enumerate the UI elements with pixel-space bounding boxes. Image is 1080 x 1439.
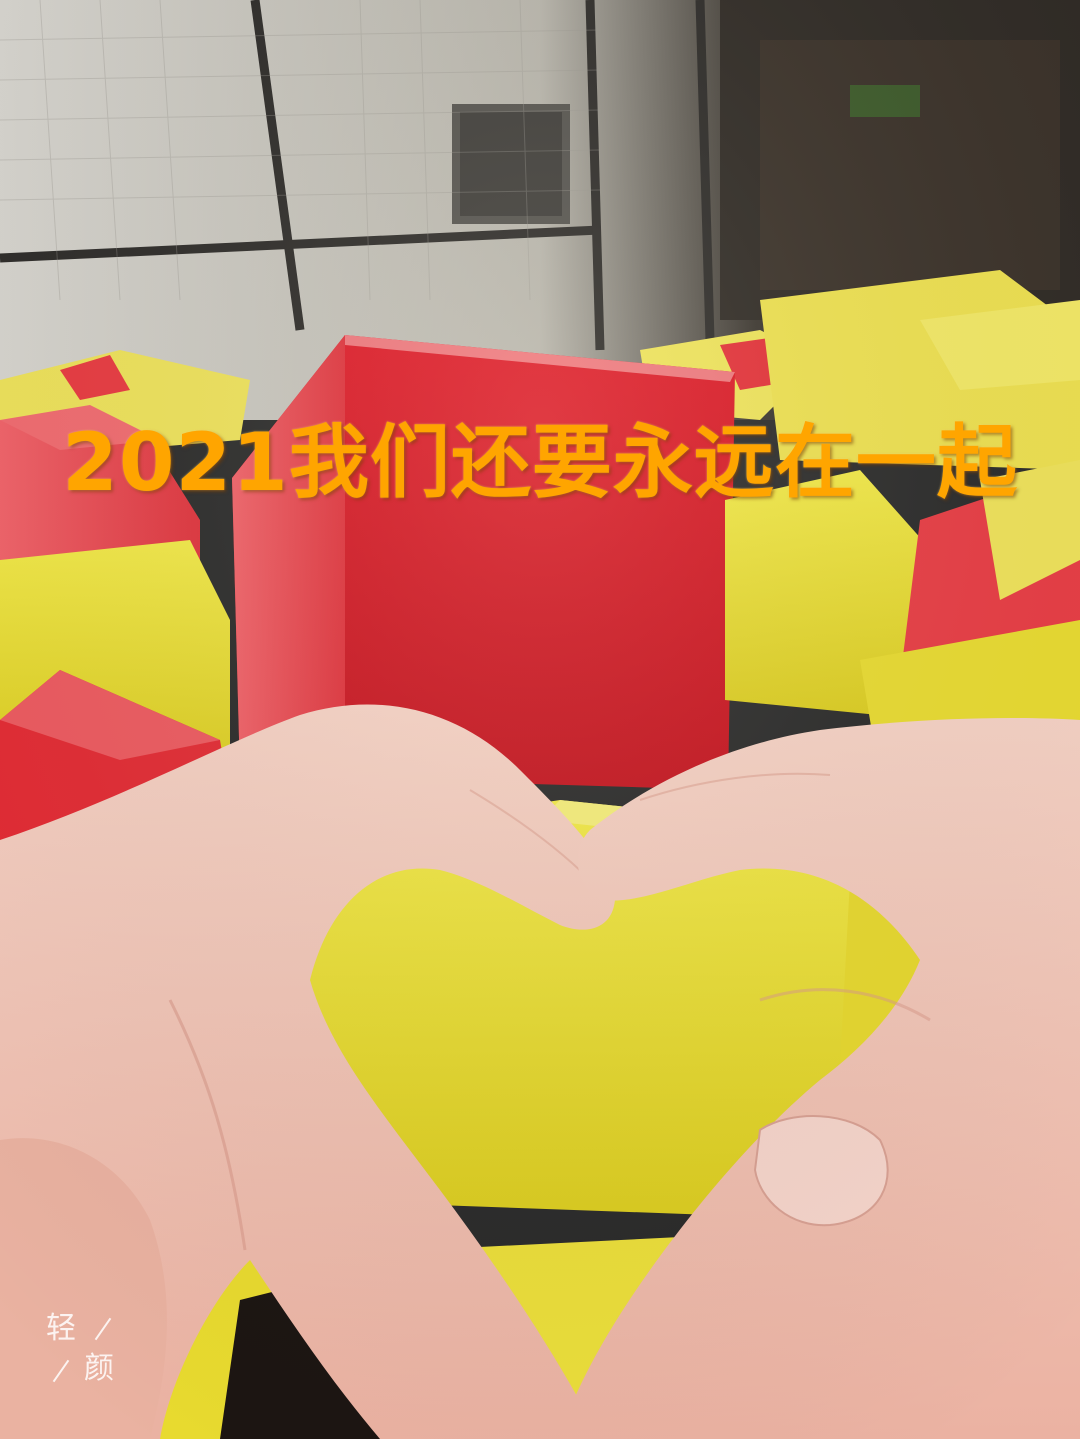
photo-caption: 2021我们还要永远在一起	[62, 416, 1018, 509]
app-watermark: 轻 颜	[44, 1310, 134, 1400]
watermark-slash-2	[52, 1359, 70, 1383]
watermark-slash-1	[94, 1317, 112, 1341]
watermark-char-1: 轻	[46, 1311, 76, 1346]
watermark-char-2: 颜	[84, 1351, 114, 1386]
